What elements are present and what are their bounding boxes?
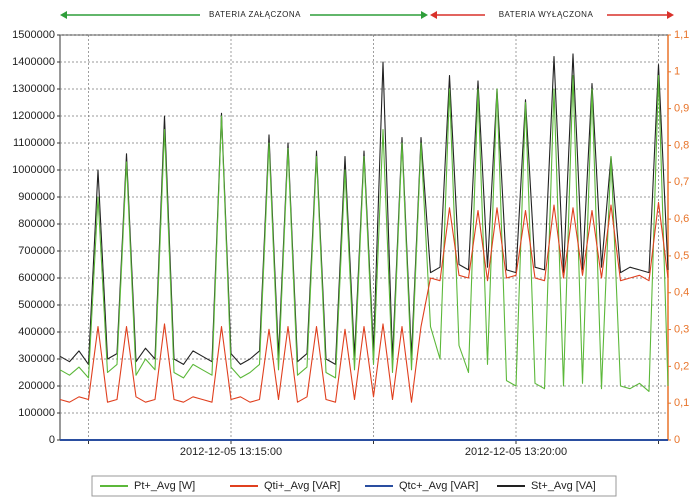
y2-tick-label: 1 [674, 66, 680, 78]
arrow-head [421, 11, 428, 19]
series-line [59, 201, 669, 403]
y-tick-label: 1300000 [12, 83, 55, 95]
y-tick-label: 700000 [18, 245, 55, 257]
legend-label: Pt+_Avg [W] [134, 480, 195, 492]
label-bg [200, 8, 310, 22]
y-tick-label: 100000 [18, 407, 55, 419]
legend-label: Qtc+_Avg [VAR] [399, 480, 478, 492]
y-tick-label: 300000 [18, 353, 55, 365]
y-tick-label: 600000 [18, 272, 55, 284]
y2-tick-label: 0,1 [674, 397, 689, 409]
y2-tick-label: 0,4 [674, 287, 689, 299]
y2-tick-label: 0,2 [674, 360, 689, 372]
legend-label: Qti+_Avg [VAR] [264, 480, 340, 492]
y2-tick-label: 0,7 [674, 176, 689, 188]
y2-tick-label: 0,3 [674, 323, 689, 335]
y-tick-label: 900000 [18, 191, 55, 203]
y-tick-label: 1000000 [12, 164, 55, 176]
y2-tick-label: 1,1 [674, 29, 689, 41]
annotation: BATERIA WYŁĄCZONA [499, 10, 594, 19]
y-tick-label: 200000 [18, 380, 55, 392]
y-tick-label: 1400000 [12, 56, 55, 68]
y-tick-label: 0 [49, 434, 55, 446]
arrow-head [667, 11, 674, 19]
series-line [59, 74, 669, 392]
arrow-head [60, 11, 67, 19]
annotation: BATERIA ZAŁĄCZONA [209, 10, 301, 19]
y-tick-label: 500000 [18, 299, 55, 311]
legend-label: St+_Avg [VA] [531, 480, 596, 492]
y-tick-label: 800000 [18, 218, 55, 230]
x-tick-label: 2012-12-05 13:20:00 [465, 446, 567, 458]
y-tick-label: 1100000 [13, 137, 55, 149]
legend [91, 475, 617, 497]
y2-tick-label: 0,6 [674, 213, 689, 225]
x-tick-label: 2012-12-05 13:15:00 [180, 446, 282, 458]
y-tick-label: 1500000 [12, 29, 55, 41]
y2-tick-label: 0,9 [674, 103, 689, 115]
label-bg [485, 8, 607, 22]
y2-tick-label: 0 [674, 434, 680, 446]
y-tick-label: 1200000 [12, 110, 55, 122]
y2-tick-label: 0,8 [674, 139, 689, 151]
arrow-head [430, 11, 437, 19]
y-tick-label: 400000 [18, 326, 55, 338]
y2-tick-label: 0,5 [674, 250, 689, 262]
